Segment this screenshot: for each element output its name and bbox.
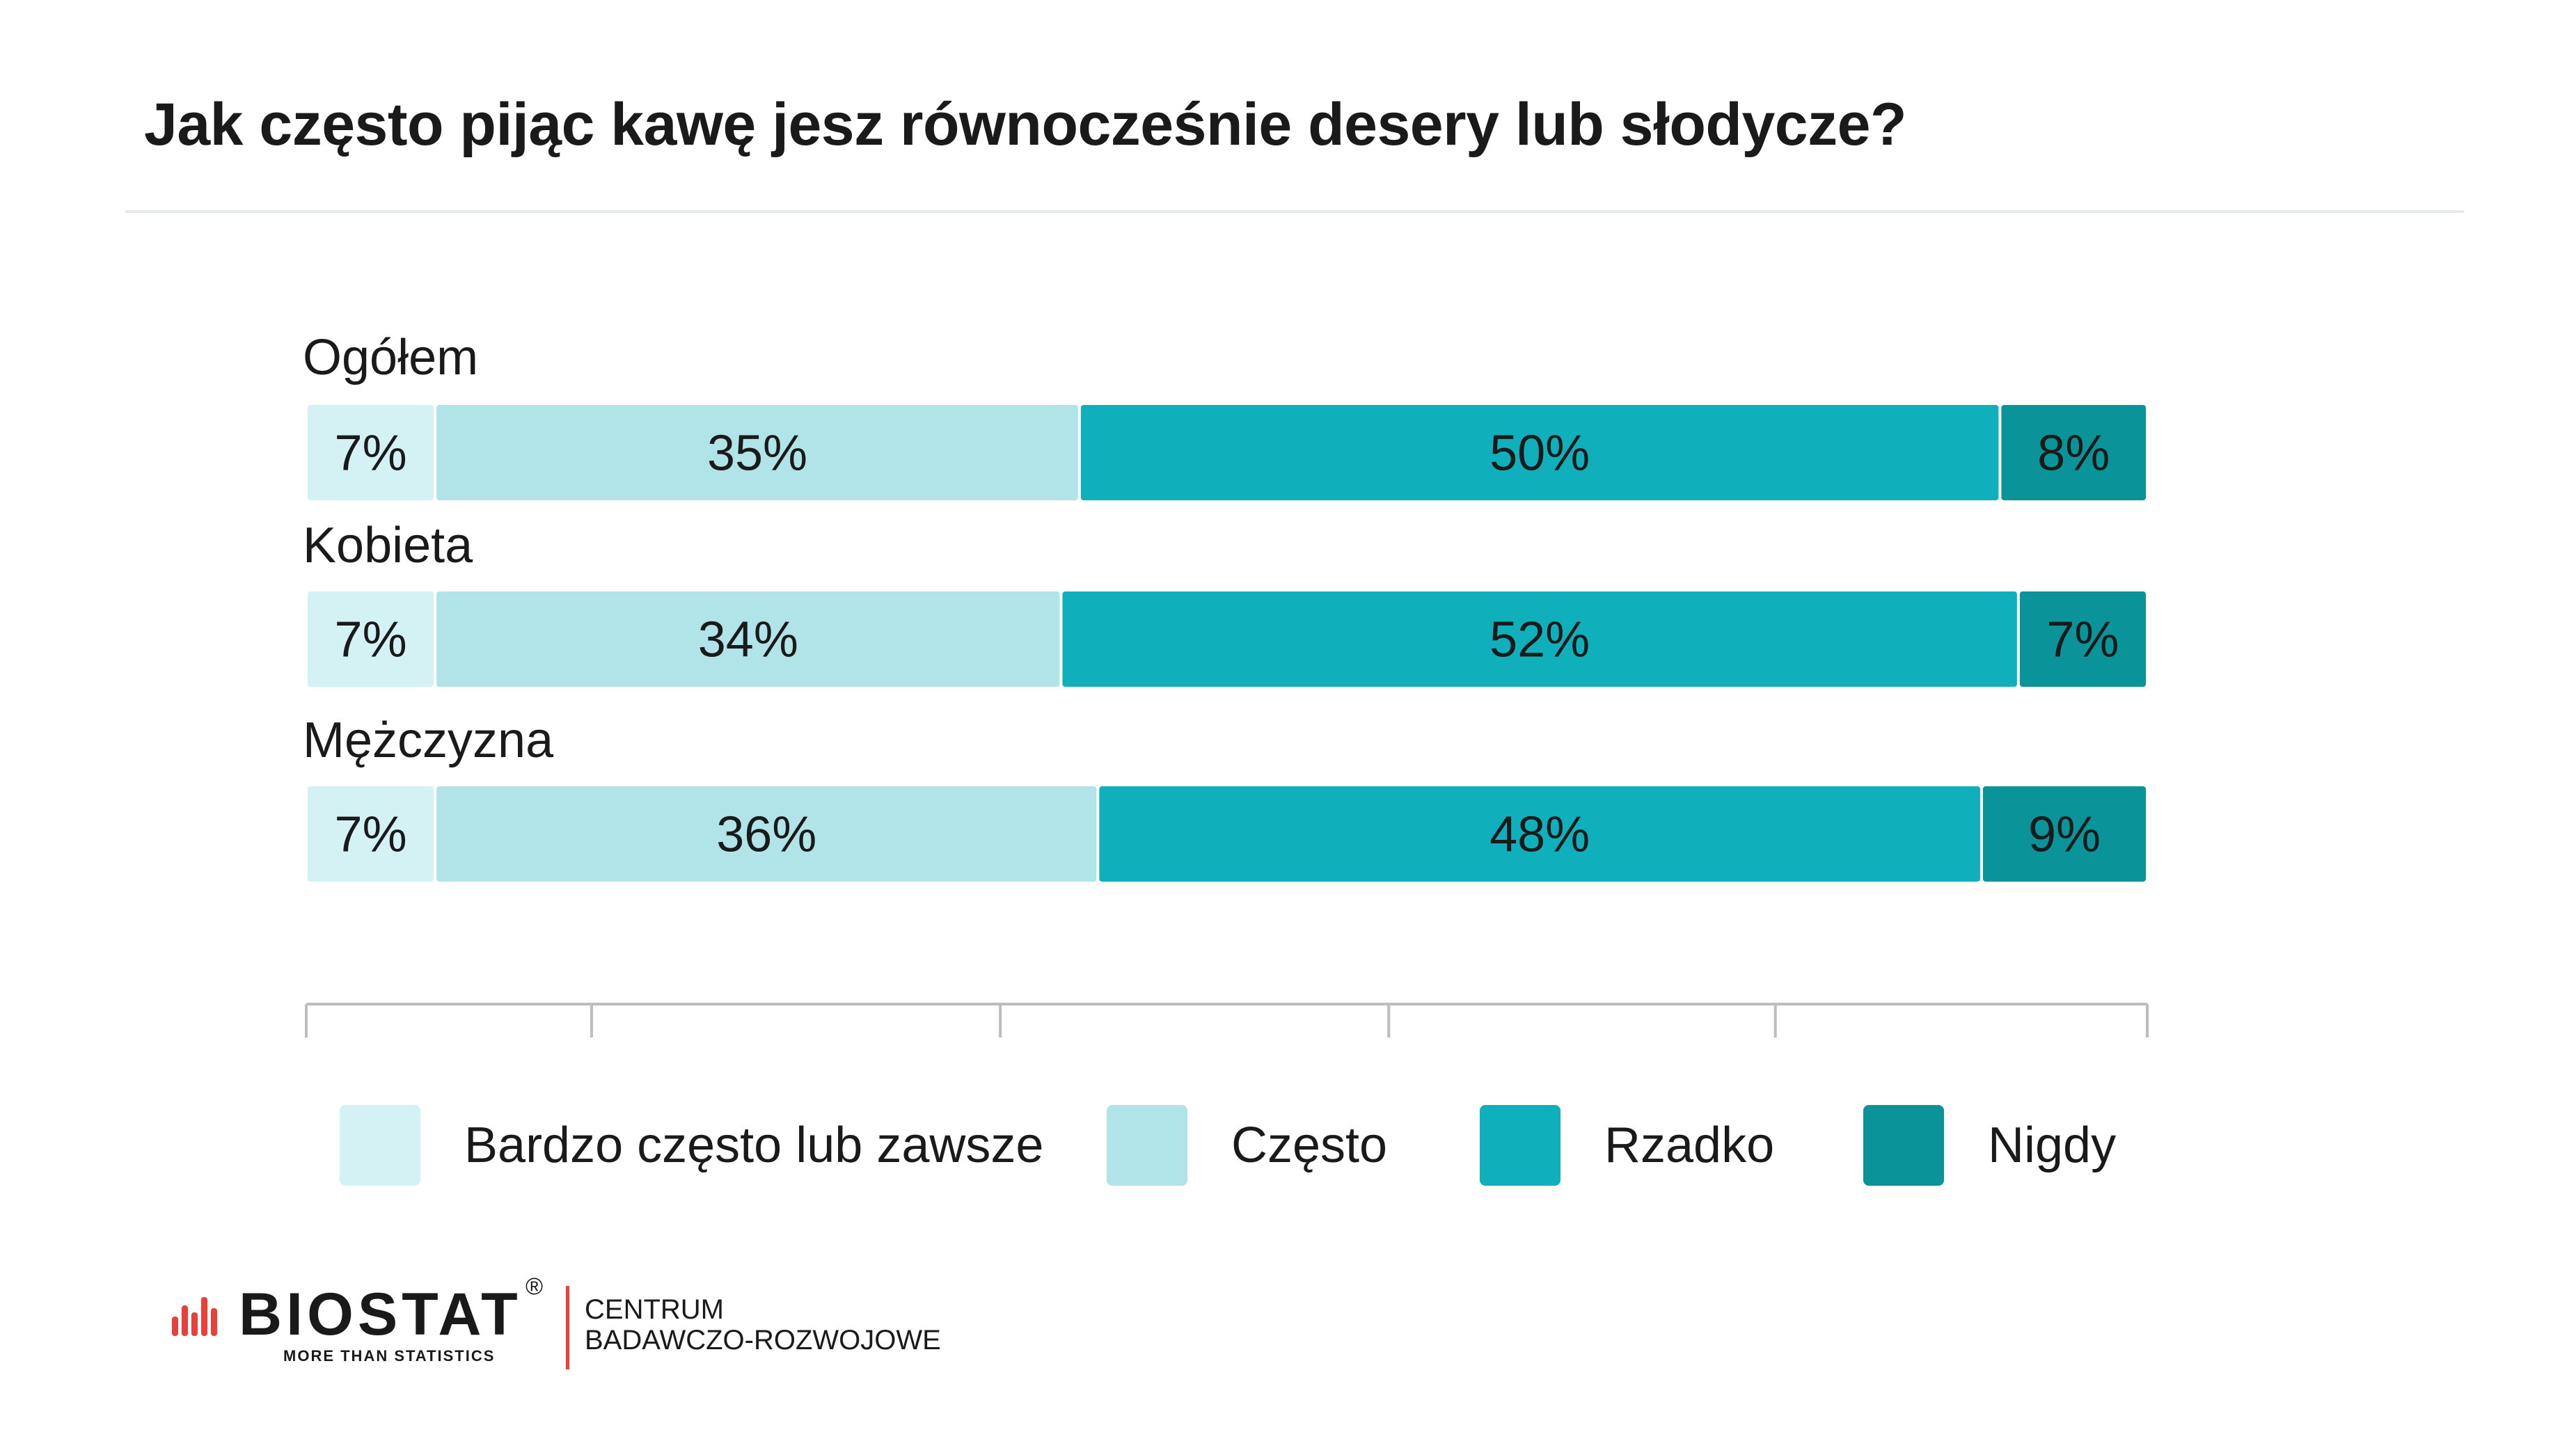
- category-label: Ogółem: [303, 330, 478, 385]
- bar-segment: [308, 591, 434, 687]
- legend-item-czesto: Często: [1107, 1105, 1387, 1186]
- bar-value-label: 35%: [707, 426, 807, 482]
- legend-label: Często: [1231, 1118, 1388, 1173]
- legend-label: Rzadko: [1604, 1118, 1775, 1173]
- bar-value-label: 8%: [2037, 426, 2110, 482]
- bar-value-label: 9%: [2028, 807, 2101, 863]
- bar-value-label: 50%: [1490, 426, 1590, 482]
- legend-swatch: [1480, 1105, 1560, 1186]
- bar-value-label: 7%: [2046, 612, 2119, 668]
- logo-registered-mark: ®: [526, 1273, 544, 1300]
- logo-bars-icon: [172, 1297, 217, 1336]
- logo-tagline: MORE THAN STATISTICS: [283, 1347, 496, 1365]
- chart-title: Jak często pijąc kawę jesz równocześnie …: [144, 91, 1907, 158]
- bar-value-label: 52%: [1490, 612, 1590, 668]
- legend-label: Bardzo często lub zawsze: [464, 1118, 1044, 1173]
- bar-segment: [1099, 786, 1980, 882]
- legend-item-nigdy: Nigdy: [1863, 1105, 2116, 1186]
- category-label: Mężczyzna: [303, 713, 554, 768]
- logo-subtitle-line1: CENTRUM: [585, 1294, 724, 1325]
- stacked-bar-chart: Ogółem 7% 35% 50% 8% Kobieta 7% 34% 52% 7% Mężczyz…: [303, 330, 2149, 1037]
- bar-value-label: 36%: [716, 807, 816, 863]
- logo-separator: [566, 1286, 569, 1369]
- bar-segment: [2001, 405, 2146, 500]
- legend-swatch: [1107, 1105, 1187, 1186]
- bar-value-label: 7%: [335, 426, 407, 482]
- title-divider: [125, 210, 2464, 213]
- bar-value-label: 7%: [335, 807, 407, 863]
- legend-swatch: [340, 1105, 420, 1186]
- bar-value-label: 48%: [1490, 807, 1590, 863]
- bar-segment: [1080, 405, 1999, 500]
- bar-segment: [436, 405, 1078, 500]
- legend-label: Nigdy: [1988, 1118, 2117, 1173]
- bar-segment: [2019, 591, 2146, 687]
- logo-subtitle-line2: BADAWCZO-ROZWOJOWE: [585, 1325, 941, 1355]
- legend-item-bardzo-czesto: Bardzo często lub zawsze: [340, 1105, 1043, 1186]
- legend: Bardzo często lub zawsze Często Rzadko N…: [0, 1105, 2576, 1188]
- logo-wordmark: BIOSTAT: [239, 1281, 522, 1348]
- bar-segment: [1062, 591, 2017, 687]
- legend-item-rzadko: Rzadko: [1480, 1105, 1774, 1186]
- legend-swatch: [1863, 1105, 1944, 1186]
- bar-segment: [1982, 786, 2146, 882]
- bar-value-label: 34%: [698, 612, 798, 668]
- bar-segment: [436, 591, 1060, 687]
- category-label: Kobieta: [303, 518, 473, 573]
- logo-subtitle: CENTRUM BADAWCZO-ROZWOJOWE: [585, 1294, 941, 1355]
- bar-value-label: 7%: [335, 612, 407, 668]
- biostat-logo: BIOSTAT ® MORE THAN STATISTICS CENTRUM B…: [171, 1273, 941, 1371]
- bar-segment: [308, 786, 434, 882]
- bar-segment: [436, 786, 1097, 882]
- bar-segment: [308, 405, 434, 500]
